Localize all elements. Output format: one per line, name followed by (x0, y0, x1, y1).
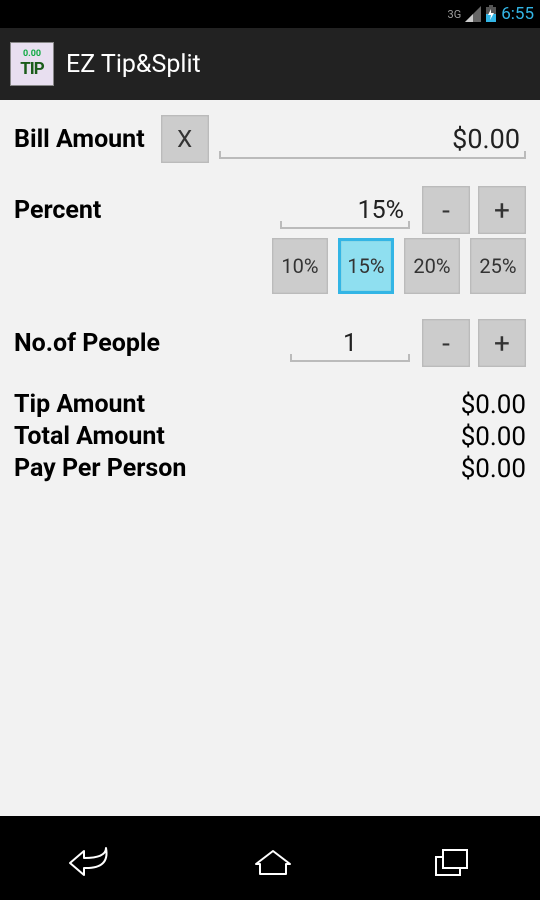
bill-label: Bill Amount (14, 125, 145, 154)
pp-label: Pay Per Person (14, 454, 186, 484)
percent-minus-button[interactable]: - (422, 186, 470, 234)
people-minus-button[interactable]: - (422, 319, 470, 367)
status-bar: 3G 6:55 (0, 0, 540, 28)
home-button[interactable] (250, 847, 296, 879)
signal-icon (465, 6, 481, 22)
preset-20-button[interactable]: 20% (404, 238, 460, 294)
pp-value: $0.00 (461, 454, 526, 484)
people-input[interactable]: 1 (290, 325, 410, 362)
app-title: EZ Tip&Split (66, 50, 201, 79)
nav-bar (0, 826, 540, 900)
people-label: No.of People (14, 329, 160, 358)
app-icon: 0.00TIP (10, 42, 54, 86)
recent-button[interactable] (432, 847, 472, 879)
people-plus-button[interactable]: + (478, 319, 526, 367)
tip-result-row: Tip Amount $0.00 (14, 390, 526, 420)
percent-label: Percent (14, 196, 101, 225)
content-area: Bill Amount X $0.00 Percent 15% - + 10%1… (0, 100, 540, 816)
title-bar: 0.00TIP EZ Tip&Split (0, 28, 540, 100)
tip-value: $0.00 (461, 390, 526, 420)
total-value: $0.00 (461, 422, 526, 452)
back-button[interactable] (68, 847, 114, 879)
clock: 6:55 (501, 4, 534, 24)
battery-icon (485, 5, 497, 23)
bill-row: Bill Amount X $0.00 (14, 114, 526, 164)
preset-15-button[interactable]: 15% (338, 238, 394, 294)
total-label: Total Amount (14, 422, 165, 452)
percent-presets: 10%15%20%25% (14, 238, 526, 294)
pp-result-row: Pay Per Person $0.00 (14, 454, 526, 484)
total-result-row: Total Amount $0.00 (14, 422, 526, 452)
preset-25-button[interactable]: 25% (470, 238, 526, 294)
tip-label: Tip Amount (14, 390, 145, 420)
bill-input[interactable]: $0.00 (219, 119, 526, 159)
clear-button[interactable]: X (161, 115, 209, 163)
percent-row: Percent 15% - + (14, 186, 526, 234)
preset-10-button[interactable]: 10% (272, 238, 328, 294)
network-label: 3G (448, 8, 462, 21)
people-row: No.of People 1 - + (14, 318, 526, 368)
percent-input[interactable]: 15% (280, 192, 410, 229)
percent-plus-button[interactable]: + (478, 186, 526, 234)
